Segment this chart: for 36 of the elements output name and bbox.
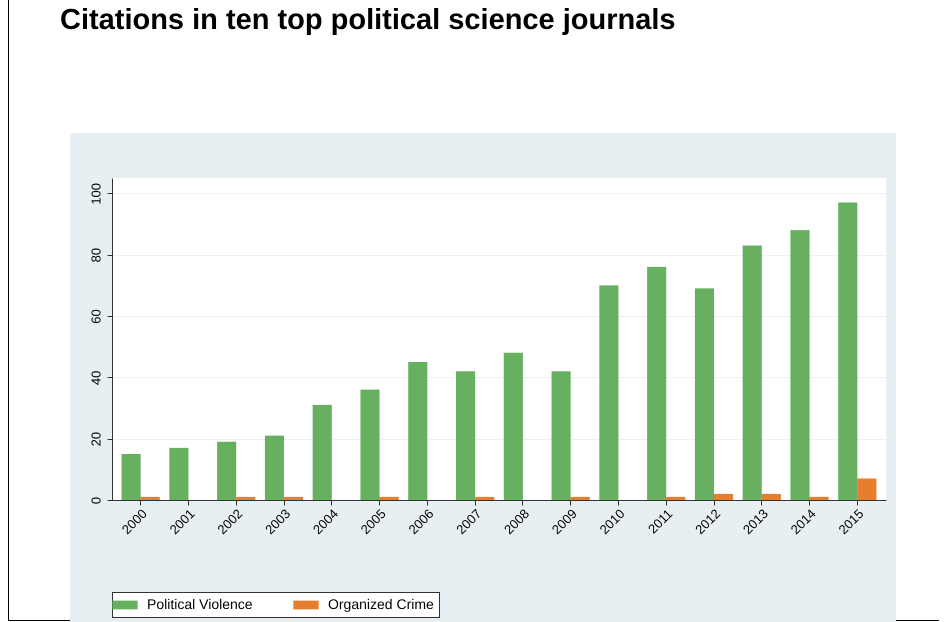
bar — [647, 266, 666, 500]
bar — [284, 496, 304, 500]
bar — [838, 202, 858, 500]
bar — [408, 362, 428, 500]
bar — [217, 442, 236, 500]
bar — [742, 245, 762, 500]
bar — [456, 371, 476, 500]
bar — [169, 448, 188, 500]
bar — [264, 436, 284, 500]
bar — [552, 371, 571, 500]
bar — [570, 496, 590, 500]
bar — [810, 496, 829, 500]
bar — [504, 352, 523, 500]
bar — [714, 494, 734, 500]
bar — [312, 404, 332, 500]
bar — [360, 390, 380, 500]
bar — [857, 478, 876, 500]
bar — [790, 230, 810, 500]
bar — [762, 494, 781, 500]
bar — [475, 496, 494, 500]
legend-label: Political Violence — [147, 596, 253, 612]
chart-title: Citations in ten top political science journals — [60, 4, 677, 36]
bar — [666, 496, 686, 500]
y-tick-label: 40 — [88, 370, 104, 386]
legend-label: Organized Crime — [328, 596, 434, 612]
y-tick-label: 100 — [88, 182, 104, 205]
bar — [380, 496, 399, 500]
y-tick-label: 20 — [88, 432, 104, 446]
bar — [599, 285, 618, 500]
bar — [140, 496, 160, 500]
bar — [694, 288, 714, 500]
bar — [236, 496, 256, 500]
y-tick-label: 60 — [88, 309, 104, 324]
y-tick-label: 0 — [88, 496, 104, 504]
bar — [122, 454, 141, 500]
y-tick-label: 80 — [88, 248, 104, 262]
